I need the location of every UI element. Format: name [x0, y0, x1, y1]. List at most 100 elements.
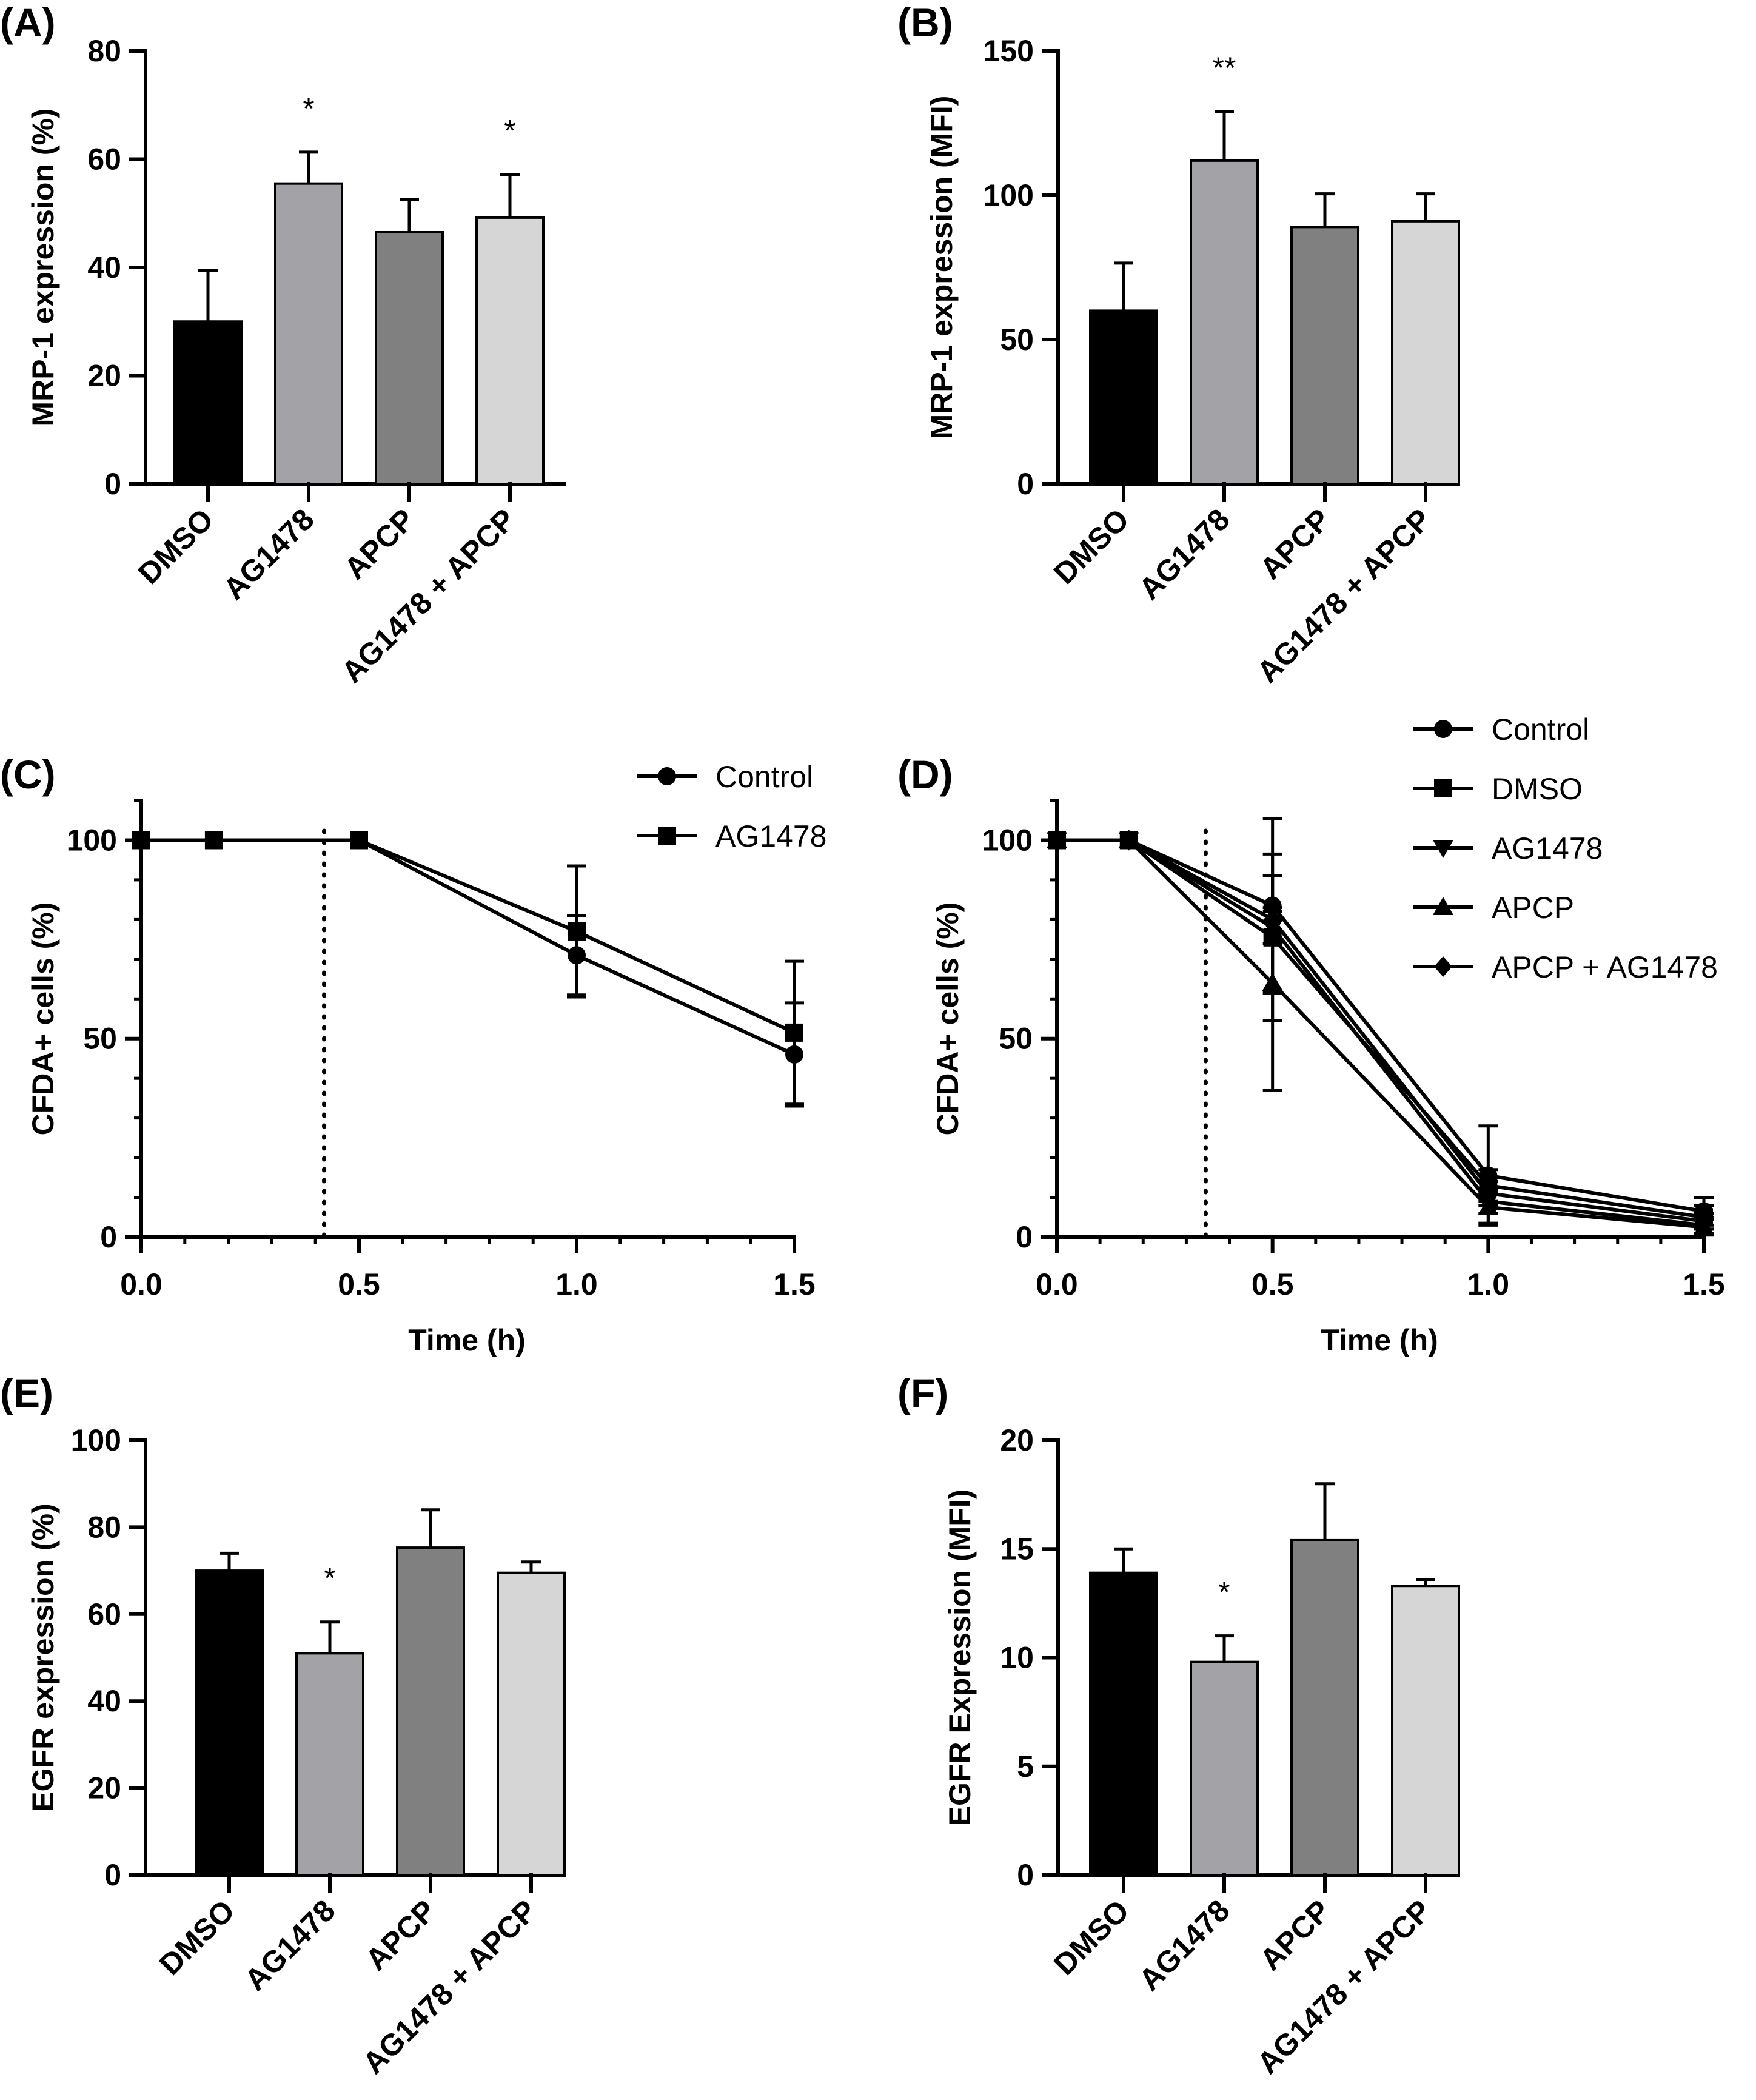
bar-ag1478	[274, 182, 343, 485]
y-tick-label: 5	[1017, 1749, 1034, 1783]
legend-label: DMSO	[1492, 772, 1583, 806]
series-control	[1048, 816, 1714, 1227]
y-tick-label: 10	[1000, 1641, 1034, 1675]
y-tick-label: 50	[999, 1022, 1033, 1056]
bar-ag1478-apcp	[497, 1571, 566, 1877]
marker-square	[1434, 779, 1452, 797]
x-category-label: DMSO	[1047, 1893, 1136, 1982]
panel-label-b: (B)	[897, 0, 953, 45]
legend-label: Control	[1492, 713, 1589, 746]
marker-square	[568, 922, 586, 941]
y-tick-label: 20	[87, 1771, 121, 1805]
x-axis-title: Time (h)	[408, 1323, 526, 1357]
y-tick-label: 40	[87, 1684, 121, 1718]
legend-label: AG1478	[715, 819, 826, 853]
y-tick-label: 20	[87, 359, 121, 393]
series-dmso	[1048, 831, 1714, 1231]
y-axis-title: MRP-1 expression (MFI)	[925, 96, 959, 440]
y-tick-label: 100	[982, 823, 1033, 857]
series-line	[1057, 838, 1704, 1223]
x-category-label: AG1478	[238, 1893, 341, 1997]
significance-marker: *	[504, 113, 515, 147]
marker-circle	[658, 767, 676, 785]
marker-diamond	[1695, 1210, 1713, 1232]
marker-square	[132, 831, 150, 850]
series-line	[1057, 838, 1704, 1227]
y-tick-label: 100	[71, 1423, 121, 1457]
bar-ag1478	[1190, 159, 1259, 485]
legend-label: AG1478	[1492, 831, 1603, 865]
y-tick-label: 20	[1000, 1423, 1034, 1457]
panel-label-d: (D)	[897, 752, 953, 797]
x-axis-title: Time (h)	[1321, 1323, 1438, 1357]
marker-diamond	[1119, 830, 1138, 851]
y-tick-label: 60	[87, 1597, 121, 1631]
y-tick-label: 0	[1017, 1858, 1034, 1892]
y-tick-label: 40	[87, 250, 121, 284]
bar-dmso	[1089, 309, 1158, 486]
x-tick-label: 1.0	[555, 1267, 598, 1301]
marker-square	[658, 827, 676, 845]
series-line	[141, 838, 796, 1035]
y-axis-f: 0 5 10 15 20 EGFR Expression (MFI)	[943, 1423, 1060, 1892]
series-ag1478	[132, 831, 804, 1106]
y-axis-title: CFDA+ cells (%)	[26, 902, 60, 1136]
bar-ag1478	[1190, 1660, 1259, 1876]
series-line	[1057, 838, 1704, 1219]
panel-label-f: (F)	[897, 1370, 948, 1415]
y-tick-label: 150	[984, 34, 1034, 68]
series-control	[132, 831, 804, 1108]
x-category-label: DMSO	[132, 502, 220, 591]
y-axis-a: 0 20 40 60 80 MRP-1 expression (%)	[26, 34, 147, 501]
y-tick-label: 0	[104, 1858, 121, 1892]
marker-diamond	[1479, 1183, 1498, 1204]
bar-dmso	[173, 320, 243, 485]
y-tick-label: 80	[87, 1510, 121, 1544]
series-ag1478	[1047, 832, 1714, 1236]
legend-label: APCP	[1492, 891, 1574, 925]
x-category-label: APCP	[1253, 1893, 1337, 1977]
bar-dmso	[1089, 1571, 1158, 1877]
panel-label-a: (A)	[0, 0, 56, 45]
marker-diamond	[1263, 909, 1282, 930]
y-tick-label: 100	[67, 823, 117, 857]
series-apcp	[1047, 830, 1714, 1237]
series-line	[141, 838, 796, 1056]
bar-ag1478	[295, 1652, 364, 1877]
significance-marker: *	[303, 92, 314, 126]
marker-square	[785, 1023, 803, 1042]
marker-square	[204, 831, 223, 850]
legend-label: Control	[715, 760, 813, 794]
series-line	[1057, 838, 1704, 1229]
y-axis-e: 0 20 40 60 80 100 EGFR expression (%)	[26, 1423, 147, 1892]
y-tick-label: 50	[1000, 323, 1034, 357]
series-apcp-ag1478	[1048, 830, 1714, 1232]
x-category-label: AG1478 + APCP	[335, 502, 521, 689]
marker-triangle-up	[1262, 973, 1283, 991]
x-category-label: AG1478 + APCP	[356, 1893, 543, 2080]
lines-c: 0.0 0.5 1.0 1.5 Time (h)	[120, 828, 816, 1357]
bar-ag1478-apcp	[1391, 1585, 1460, 1877]
y-tick-label: 0	[104, 467, 121, 501]
legend-d: Control DMSO AG1478 APCP APCP + AG1478	[1413, 713, 1718, 984]
significance-marker: **	[1213, 51, 1236, 85]
y-axis-title: EGFR Expression (MFI)	[943, 1489, 977, 1827]
x-tick-label: 1.5	[773, 1267, 816, 1301]
marker-diamond	[1434, 956, 1452, 977]
x-tick-label: 0.5	[338, 1267, 380, 1301]
x-category-label: AG1478	[1132, 502, 1236, 606]
lines-d: 0.0 0.5 1.0 1.5 Time (h)	[1036, 816, 1725, 1357]
panel-label-e: (E)	[0, 1370, 53, 1415]
x-category-label: DMSO	[153, 1893, 241, 1982]
x-category-label: AG1478 + APCP	[1250, 502, 1437, 689]
y-axis-title: EGFR expression (%)	[26, 1503, 60, 1811]
y-tick-label: 80	[87, 34, 121, 68]
legend-c: Control AG1478	[637, 760, 826, 853]
x-category-label: AG1478 + APCP	[1250, 1893, 1437, 2080]
bar-apcp	[396, 1546, 465, 1877]
marker-diamond	[1048, 830, 1066, 851]
y-tick-label: 100	[984, 178, 1034, 212]
y-tick-label: 50	[83, 1022, 117, 1056]
